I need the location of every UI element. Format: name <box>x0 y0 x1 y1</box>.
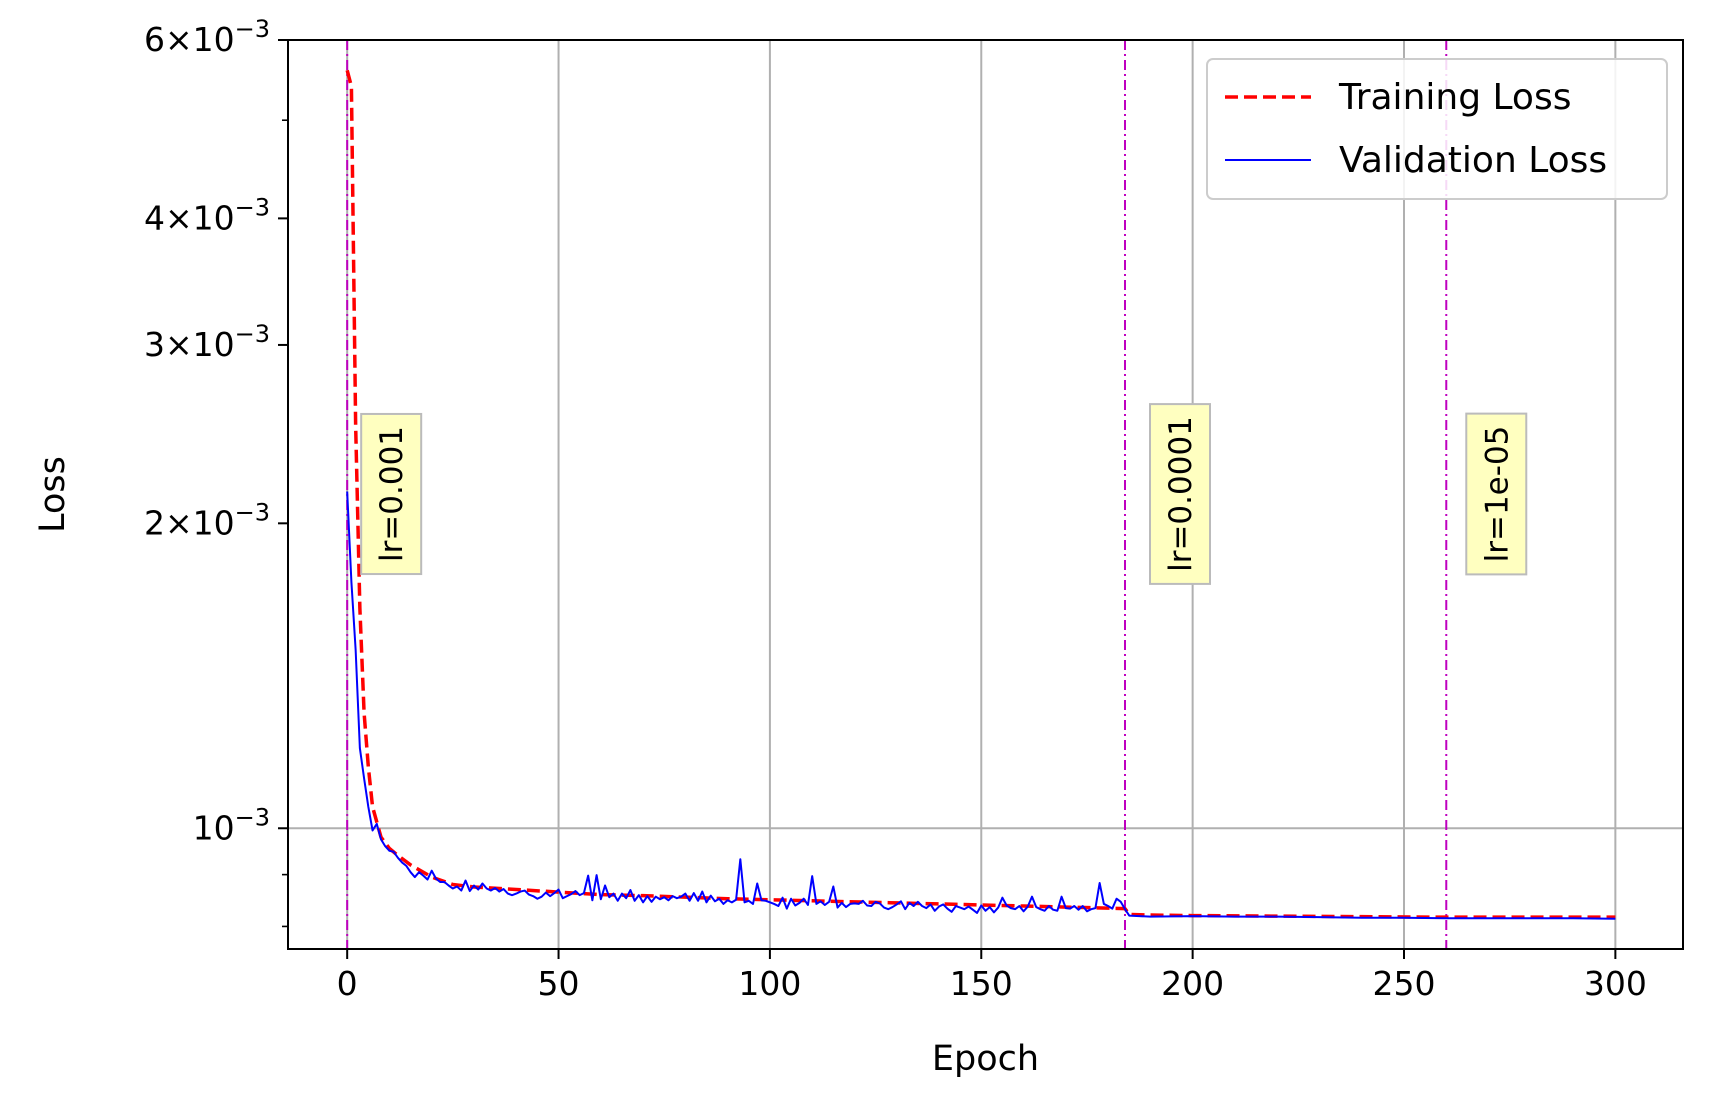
lr-annotation-label: lr=0.0001 <box>1163 416 1199 572</box>
legend: Training Loss Validation Loss <box>1206 58 1668 200</box>
lr-annotation-box <box>360 412 423 576</box>
series <box>345 69 1616 920</box>
lr-annotations: lr=0.001 lr=0.0001 lr=1e-05 <box>360 403 1528 585</box>
lr-annotation: lr=1e-05 <box>1465 412 1528 576</box>
x-tick-label: 200 <box>1161 964 1224 1003</box>
lr-annotation-label: lr=0.001 <box>374 426 410 562</box>
legend-box <box>1206 58 1668 200</box>
y-axis: 10−3 2×10−3 3×10−3 4×10−3 6×10−3 <box>144 15 288 928</box>
x-tick-label: 250 <box>1373 964 1436 1003</box>
validation-loss-line <box>346 491 1616 920</box>
x-tick-label: 50 <box>538 964 580 1003</box>
lr-annotation: lr=0.0001 <box>1149 403 1211 585</box>
x-tick-label: 150 <box>950 964 1013 1003</box>
x-axis: 0 50 100 150 200 250 300 <box>337 949 1647 1003</box>
plot-frame <box>287 39 1684 950</box>
x-tick-label: 300 <box>1584 964 1647 1003</box>
y-tick-label: 3×10−3 <box>144 320 270 364</box>
y-tick-label: 2×10−3 <box>144 498 270 542</box>
x-tick-label: 100 <box>738 964 801 1003</box>
x-axis-label: Epoch <box>932 1039 1039 1079</box>
y-tick-label: 4×10−3 <box>144 193 270 237</box>
legend-entry-label: Validation Loss <box>1339 140 1607 181</box>
lr-annotation-label: lr=1e-05 <box>1479 426 1515 563</box>
lr-annotation-box <box>1149 403 1211 585</box>
legend-entry-label: Training Loss <box>1338 77 1571 118</box>
y-tick-label: 10−3 <box>193 803 270 847</box>
training-loss-line <box>345 69 1616 919</box>
y-axis-label: Loss <box>33 456 73 533</box>
lr-annotation-box <box>1465 412 1528 576</box>
lr-annotation: lr=0.001 <box>360 412 423 576</box>
x-tick-label: 0 <box>337 964 358 1003</box>
y-tick-label: 6×10−3 <box>144 15 270 59</box>
grid <box>288 40 1683 949</box>
